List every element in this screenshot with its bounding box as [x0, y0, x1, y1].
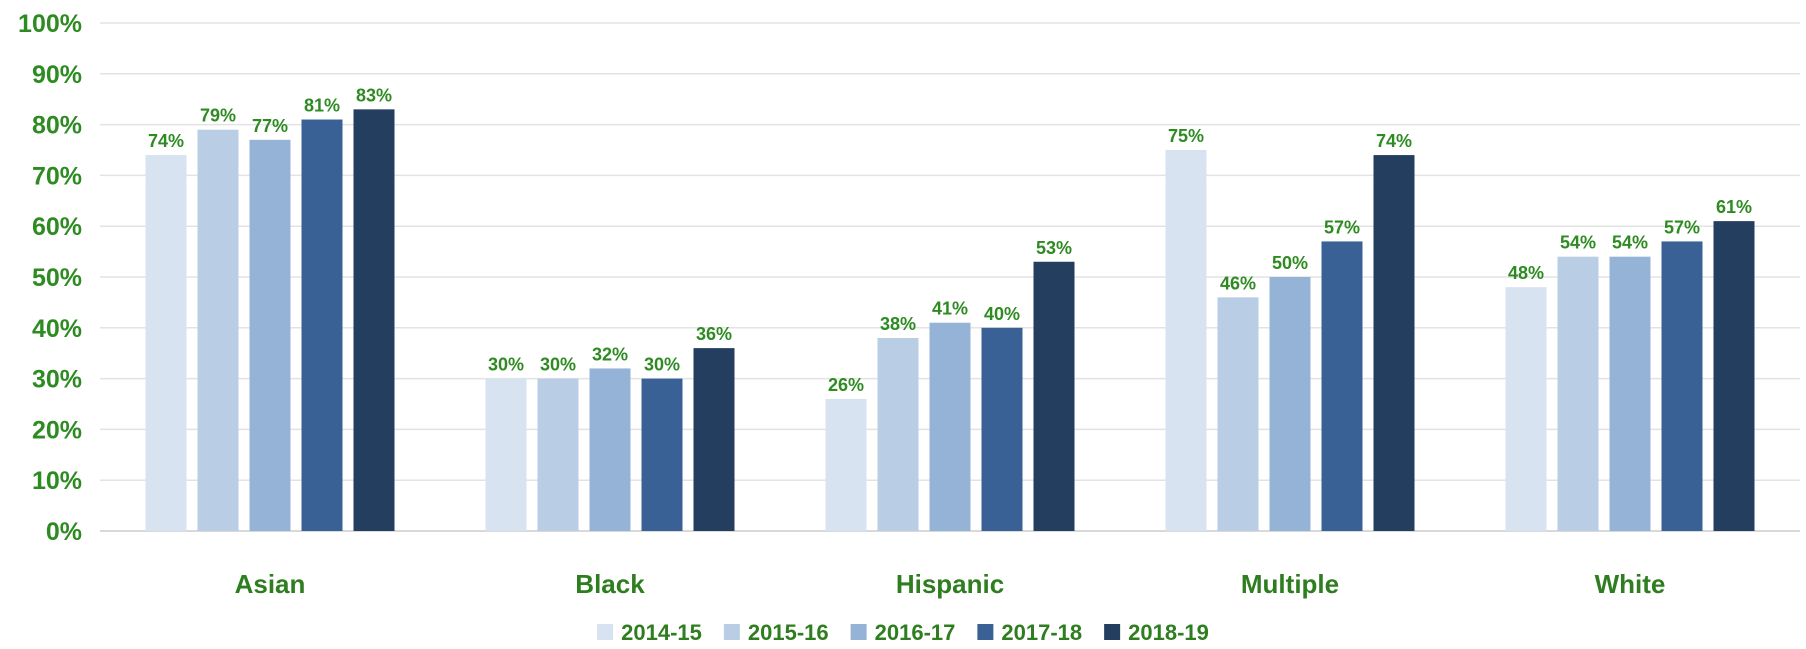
data-label: 41% — [932, 299, 968, 319]
bar-white-2018-19 — [1713, 221, 1755, 531]
bar-white-2014-15 — [1505, 287, 1547, 531]
y-tick-label: 50% — [32, 264, 82, 292]
data-label: 48% — [1508, 263, 1544, 283]
y-tick-label: 40% — [32, 315, 82, 343]
bar-asian-2017-18 — [301, 119, 343, 532]
data-label: 50% — [1272, 253, 1308, 273]
bar-hispanic-2014-15 — [825, 398, 867, 531]
data-label: 36% — [696, 324, 732, 344]
data-label: 81% — [304, 96, 340, 116]
category-label: Black — [575, 569, 645, 599]
y-tick-label: 20% — [32, 416, 82, 444]
bar-black-2018-19 — [693, 348, 735, 531]
bar-white-2017-18 — [1661, 241, 1703, 531]
data-label: 30% — [488, 355, 524, 375]
legend-label: 2018-19 — [1128, 620, 1209, 645]
data-label: 46% — [1220, 273, 1256, 293]
legend-swatch — [977, 624, 994, 640]
bar-hispanic-2016-17 — [929, 322, 971, 531]
data-label: 40% — [984, 304, 1020, 324]
bar-hispanic-2015-16 — [877, 337, 919, 531]
data-label: 26% — [828, 375, 864, 395]
legend-label: 2017-18 — [1001, 620, 1082, 645]
bar-multiple-2018-19 — [1373, 155, 1415, 531]
legend-swatch — [597, 624, 614, 640]
category-label: Hispanic — [896, 569, 1004, 599]
bar-white-2015-16 — [1557, 256, 1599, 531]
data-label: 53% — [1036, 238, 1072, 258]
bar-hispanic-2018-19 — [1033, 261, 1075, 531]
category-label: Asian — [235, 569, 306, 599]
legend-swatch — [850, 624, 867, 640]
bar-asian-2015-16 — [197, 129, 239, 531]
legend-swatch — [723, 624, 740, 640]
data-label: 83% — [356, 85, 392, 105]
legend-label: 2016-17 — [875, 620, 956, 645]
data-label: 38% — [880, 314, 916, 334]
legend-swatch — [1104, 624, 1121, 640]
legend-label: 2015-16 — [748, 620, 829, 645]
data-label: 32% — [592, 344, 628, 364]
bar-multiple-2014-15 — [1165, 150, 1207, 531]
y-tick-label: 30% — [32, 366, 82, 394]
bar-white-2016-17 — [1609, 256, 1651, 531]
bar-asian-2016-17 — [249, 139, 291, 531]
bar-multiple-2017-18 — [1321, 241, 1363, 531]
legend-label: 2014-15 — [621, 620, 702, 645]
bar-hispanic-2017-18 — [981, 327, 1023, 531]
bar-black-2017-18 — [641, 378, 683, 531]
y-tick-label: 70% — [32, 162, 82, 190]
data-label: 54% — [1560, 233, 1596, 253]
bar-black-2015-16 — [537, 378, 579, 531]
bar-black-2016-17 — [589, 368, 631, 531]
bar-multiple-2015-16 — [1217, 297, 1259, 531]
y-tick-label: 0% — [46, 518, 82, 546]
legend: 2014-15 2015-16 2016-17 2017-18 2018-19 — [597, 620, 1209, 645]
bar-asian-2018-19 — [353, 109, 395, 532]
data-label: 54% — [1612, 233, 1648, 253]
y-tick-label: 10% — [32, 467, 82, 495]
data-label: 75% — [1168, 126, 1204, 146]
data-label: 30% — [540, 355, 576, 375]
data-label: 74% — [148, 131, 184, 151]
data-label: 74% — [1376, 131, 1412, 151]
bar-asian-2014-15 — [145, 155, 187, 531]
data-label: 61% — [1716, 197, 1752, 217]
category-label: White — [1595, 569, 1666, 599]
data-label: 79% — [200, 106, 236, 126]
y-tick-label: 60% — [32, 213, 82, 241]
category-label: Multiple — [1241, 569, 1339, 599]
data-label: 30% — [644, 355, 680, 375]
data-label: 77% — [252, 116, 288, 136]
data-label: 57% — [1664, 217, 1700, 237]
data-label: 57% — [1324, 217, 1360, 237]
y-tick-label: 100% — [18, 10, 82, 38]
bar-black-2014-15 — [485, 378, 527, 531]
y-tick-label: 90% — [32, 61, 82, 89]
bar-multiple-2016-17 — [1269, 277, 1311, 531]
y-tick-label: 80% — [32, 112, 82, 140]
